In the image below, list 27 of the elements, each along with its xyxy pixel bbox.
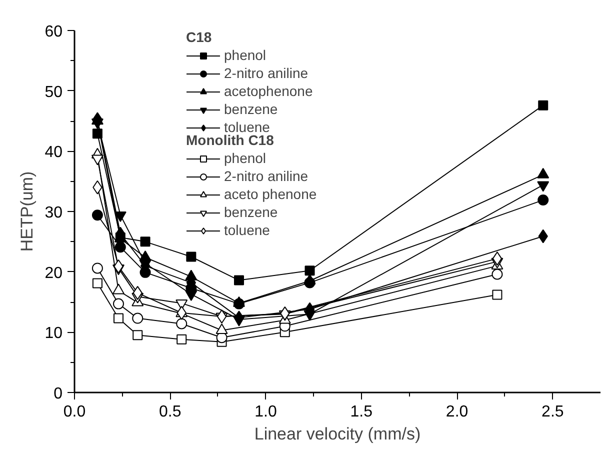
- y-tick-label: 10: [44, 325, 63, 342]
- legend-label: toluene: [224, 222, 270, 238]
- x-tick-label: 1.0: [254, 404, 277, 420]
- y-tick-label: 0: [54, 386, 63, 402]
- legend-label: phenol: [224, 150, 266, 166]
- x-tick-label: 2.5: [542, 404, 564, 420]
- y-tick-label: 40: [44, 144, 63, 162]
- legend-label: benzene: [224, 204, 278, 220]
- x-tick-label: 2.0: [446, 404, 468, 420]
- x-tick-label: 0.5: [159, 404, 182, 420]
- x-axis-title: Linear velocity (mm/s): [254, 424, 421, 444]
- legend-label: phenol: [224, 47, 266, 63]
- y-axis-title: HETP(um): [18, 171, 37, 252]
- x-tick-label: 1.5: [350, 404, 373, 420]
- legend-label: aceto phenone: [224, 186, 317, 202]
- text: C18: [186, 29, 212, 45]
- text: Monolith C18: [186, 132, 274, 148]
- x-tick-label: 0.0: [63, 404, 86, 420]
- legend-label: toluene: [224, 119, 270, 135]
- legend-label: benzene: [224, 101, 278, 117]
- y-tick-label: 50: [44, 84, 63, 101]
- y-tick-label: 60: [44, 24, 63, 40]
- legend-label: 2-nitro aniline: [224, 65, 308, 81]
- legend-label: acetophenone: [224, 83, 313, 99]
- legend-label: 2-nitro aniline: [224, 168, 308, 184]
- y-tick-label: 30: [44, 204, 63, 222]
- y-tick-label: 20: [44, 264, 63, 282]
